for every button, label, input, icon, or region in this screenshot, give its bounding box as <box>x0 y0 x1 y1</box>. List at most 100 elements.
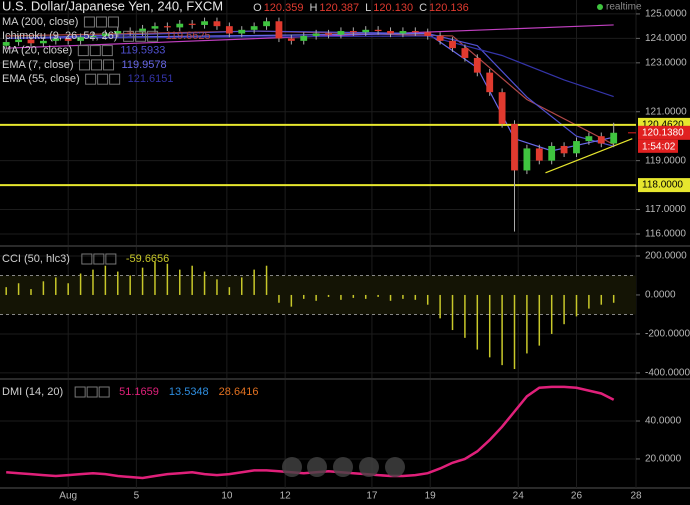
panel-readout: -59.6656 <box>126 253 169 265</box>
nav-button[interactable] <box>385 457 405 477</box>
legend-icon[interactable] <box>95 16 107 28</box>
legend-icon[interactable] <box>109 73 121 85</box>
candle-body <box>511 123 518 171</box>
legend-icon[interactable] <box>86 386 98 398</box>
legend-label: Ichimoku (9, 26, 52, 26) <box>2 30 118 42</box>
x-tick-label: 28 <box>630 491 642 502</box>
ohlc-value: 120.136 <box>429 2 469 14</box>
candle-body <box>213 21 221 27</box>
x-tick-label: 5 <box>134 491 140 502</box>
legend-icon[interactable] <box>85 73 97 85</box>
legend-icon[interactable] <box>83 16 95 28</box>
legend-icon[interactable] <box>135 30 147 42</box>
cci-bar <box>117 271 119 295</box>
y-tick-label: 121.0000 <box>645 106 687 117</box>
candle-body <box>176 23 184 28</box>
legend-icon[interactable] <box>91 59 103 71</box>
candle-body <box>114 31 122 34</box>
x-tick-label: 24 <box>513 491 525 502</box>
candle-body <box>473 57 481 73</box>
legend-icon[interactable] <box>89 45 101 57</box>
cci-bar <box>55 277 57 295</box>
realtime-label: realtime <box>606 2 642 13</box>
candle-body <box>399 31 407 34</box>
legend-icon[interactable] <box>107 16 119 28</box>
y-tick-label: -400.0000 <box>645 368 690 379</box>
legend-value: 119.6625 <box>166 30 211 42</box>
candle-body <box>275 21 283 39</box>
candle-body <box>27 39 35 44</box>
cci-bar <box>588 294 590 309</box>
nav-button[interactable] <box>282 457 302 477</box>
candle-body <box>610 132 618 144</box>
legend-icon[interactable] <box>98 386 110 398</box>
cci-bar <box>216 279 218 295</box>
cci-bar <box>513 294 516 370</box>
y-tick-label: 20.0000 <box>645 454 682 465</box>
candle-body <box>498 92 506 124</box>
candle-body <box>101 33 109 36</box>
level-label: 120.4620 <box>642 120 684 131</box>
cci-bar <box>129 275 131 295</box>
candle-body <box>387 31 394 34</box>
nav-button[interactable] <box>307 457 327 477</box>
ohlc-key: O <box>253 2 262 14</box>
x-tick-label: 10 <box>221 491 233 502</box>
overlay-line <box>6 35 614 98</box>
y-tick-label: 40.0000 <box>645 416 682 427</box>
candle-body <box>461 48 469 58</box>
candle-body <box>337 31 345 35</box>
ohlc-value: 120.359 <box>264 2 304 14</box>
candle-body <box>52 38 60 41</box>
legend-icon[interactable] <box>101 45 113 57</box>
cci-bar <box>290 294 293 307</box>
band-fill <box>0 275 636 315</box>
x-tick-label: 12 <box>280 491 292 502</box>
panel-readout: 28.6416 <box>219 386 259 398</box>
legend-icon[interactable] <box>79 59 91 71</box>
legend-icon[interactable] <box>123 30 135 42</box>
cci-bar <box>67 283 69 295</box>
nav-button[interactable] <box>359 457 379 477</box>
candle-body <box>151 26 159 29</box>
cci-bar <box>228 287 231 295</box>
legend-icon[interactable] <box>147 30 159 42</box>
y-tick-label: 117.0000 <box>645 204 686 215</box>
legend-icon[interactable] <box>93 253 105 265</box>
y-tick-label: 119.0000 <box>645 155 686 166</box>
cci-bar <box>488 294 491 358</box>
candle-body <box>449 40 456 49</box>
legend-icon[interactable] <box>81 253 93 265</box>
panel-readout: 51.1659 <box>119 386 159 398</box>
legend-icon[interactable] <box>97 73 109 85</box>
candle-body <box>39 40 47 44</box>
ohlc-value: 120.130 <box>373 2 413 14</box>
cci-bar <box>526 294 528 354</box>
ohlc-key: L <box>365 2 371 14</box>
candle-body <box>89 35 97 38</box>
cci-bar <box>612 294 615 303</box>
nav-button[interactable] <box>333 457 353 477</box>
candle-body <box>374 29 382 32</box>
cci-bar <box>538 294 541 346</box>
cci-bar <box>79 273 82 295</box>
legend-icon[interactable] <box>77 45 89 57</box>
candle-body <box>77 37 84 41</box>
legend-icon[interactable] <box>74 386 86 398</box>
nav-buttons <box>282 457 405 477</box>
cci-bar <box>389 294 392 301</box>
legend-value: 119.9578 <box>122 59 167 71</box>
cci-bar <box>302 294 305 299</box>
legend-icon[interactable] <box>103 59 115 71</box>
candle-body <box>573 141 580 154</box>
x-tick-label: 17 <box>366 491 378 502</box>
cci-bar <box>550 294 553 334</box>
cci-bar <box>327 294 330 297</box>
legend-icon[interactable] <box>105 253 117 265</box>
cci-bar <box>179 269 181 295</box>
y-tick-label: 116.0000 <box>645 229 686 240</box>
ohlc-key: C <box>419 2 427 14</box>
cci-bar <box>439 294 441 319</box>
cci-bar <box>364 294 367 299</box>
legend-label: EMA (55, close) <box>2 73 80 85</box>
